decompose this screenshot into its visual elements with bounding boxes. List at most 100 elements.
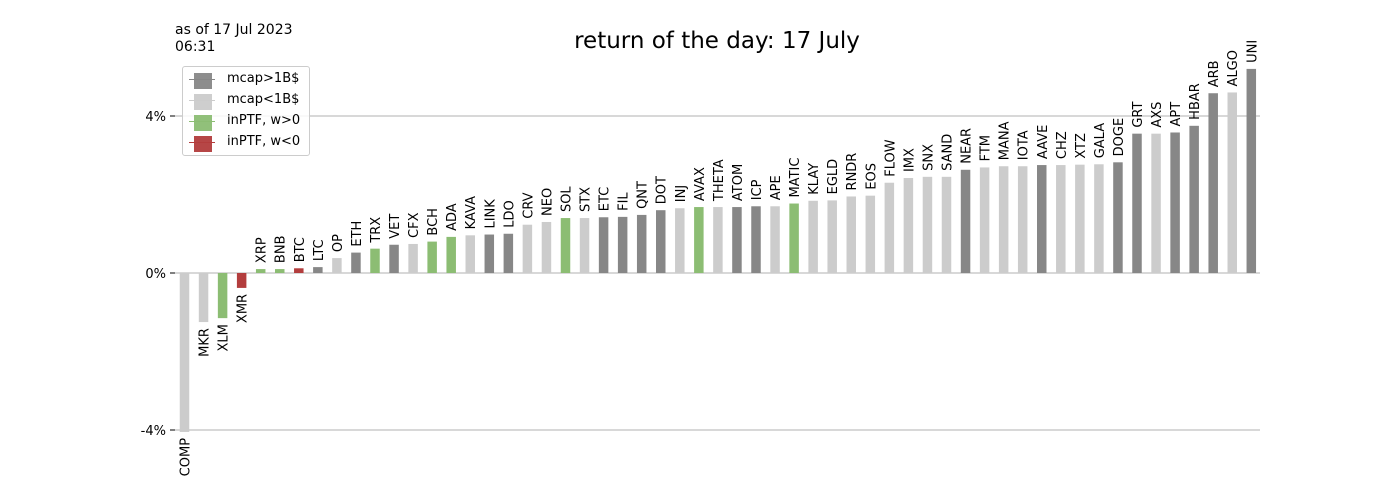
bar-label: DOT bbox=[655, 176, 670, 204]
bar-label: VET bbox=[388, 214, 403, 239]
bar-label: NEAR bbox=[960, 128, 975, 164]
bar-mana bbox=[998, 166, 1009, 273]
bar-label: GALA bbox=[1093, 123, 1108, 159]
bar-label: APE bbox=[769, 175, 784, 200]
bar-label: INJ bbox=[674, 185, 689, 202]
bar-label: LTC bbox=[312, 239, 327, 261]
bar-label: ICP bbox=[750, 179, 765, 200]
bar-sol bbox=[560, 218, 571, 273]
bar-label: XMR bbox=[236, 294, 251, 323]
bar-eos bbox=[865, 195, 876, 273]
bar-label: SNX bbox=[921, 144, 936, 171]
legend-swatch bbox=[194, 115, 212, 131]
bar-label: ALGO bbox=[1226, 50, 1241, 86]
bar-ltc bbox=[313, 267, 323, 273]
bar-label: MATIC bbox=[788, 158, 803, 198]
bar-vet bbox=[389, 244, 399, 273]
bar-kava bbox=[465, 235, 475, 273]
bar-avax bbox=[694, 207, 704, 273]
bar-label: SAND bbox=[941, 134, 956, 171]
bar-label: STX bbox=[579, 187, 594, 212]
bar-icp bbox=[751, 206, 761, 273]
bar-label: COMP bbox=[179, 438, 194, 477]
bar-near bbox=[960, 169, 971, 273]
bars-layer bbox=[179, 68, 1257, 432]
bar-label: XLM bbox=[217, 324, 232, 351]
bar-doge bbox=[1113, 162, 1123, 273]
bar-label: EOS bbox=[864, 163, 879, 190]
bar-eth bbox=[351, 252, 361, 273]
bar-label: ATOM bbox=[731, 164, 746, 201]
bar-aave bbox=[1037, 165, 1047, 273]
legend-label: inPTF, w<0 bbox=[227, 134, 301, 149]
bar-hbar bbox=[1189, 125, 1199, 273]
bar-label: BCH bbox=[426, 208, 441, 236]
bar-label: IOTA bbox=[1017, 130, 1032, 160]
bar-axs bbox=[1151, 133, 1161, 273]
y-axis: -4% 0% 4% bbox=[141, 110, 175, 439]
bar-label: FIL bbox=[617, 192, 632, 211]
bar-label: RNDR bbox=[845, 153, 860, 191]
bar-matic bbox=[789, 203, 799, 273]
bar-op bbox=[332, 258, 342, 273]
bar-label: TRX bbox=[369, 217, 384, 244]
bar-label: OP bbox=[331, 234, 346, 252]
y-tick-label: 4% bbox=[145, 110, 166, 125]
bar-label: AXS bbox=[1150, 102, 1165, 128]
bar-label: SOL bbox=[560, 186, 575, 212]
bar-label: HBAR bbox=[1188, 83, 1203, 120]
bar-snx bbox=[922, 176, 933, 273]
bar-label: KLAY bbox=[807, 163, 822, 195]
bar-btc bbox=[294, 268, 304, 273]
as-of-timestamp: as of 17 Jul 2023 06:31 bbox=[175, 22, 293, 55]
bar-klay bbox=[808, 200, 818, 273]
bar-xmr bbox=[236, 273, 247, 288]
legend-swatch bbox=[194, 94, 212, 110]
bar-label: ETH bbox=[350, 221, 365, 247]
bar-ape bbox=[770, 206, 780, 273]
bar-bnb bbox=[275, 269, 285, 273]
bar-crv bbox=[522, 224, 533, 273]
legend: mcap>1B$ mcap<1B$ inPTF, w>0 inPTF, w<0 bbox=[182, 66, 310, 156]
bar-label: AAVE bbox=[1036, 125, 1051, 159]
bar-ada bbox=[446, 236, 456, 273]
bar-qnt bbox=[636, 214, 647, 273]
bar-dot bbox=[656, 210, 666, 273]
bar-label: CFX bbox=[407, 212, 422, 238]
bar-rndr bbox=[846, 196, 856, 273]
bar-label: NEO bbox=[540, 188, 555, 216]
bar-label: XTZ bbox=[1074, 133, 1089, 159]
bar-grt bbox=[1132, 133, 1142, 273]
bar-algo bbox=[1227, 92, 1237, 273]
y-tick-label: -4% bbox=[141, 424, 166, 439]
bar-neo bbox=[541, 221, 552, 273]
bar-arb bbox=[1208, 93, 1218, 273]
bar-label: UNI bbox=[1245, 40, 1260, 63]
bar-label: BTC bbox=[293, 237, 308, 262]
bar-label: QNT bbox=[636, 181, 651, 209]
bar-gala bbox=[1094, 164, 1104, 273]
legend-label: mcap<1B$ bbox=[227, 92, 300, 107]
legend-swatch bbox=[194, 136, 212, 152]
bar-link bbox=[484, 234, 495, 273]
bar-iota bbox=[1017, 166, 1028, 273]
legend-label: inPTF, w>0 bbox=[227, 113, 301, 128]
legend-swatch bbox=[194, 73, 212, 89]
bar-label: KAVA bbox=[464, 196, 479, 229]
bar-uni bbox=[1246, 68, 1257, 274]
bar-label: CRV bbox=[521, 192, 536, 218]
bar-label: XRP bbox=[255, 237, 270, 263]
bar-xrp bbox=[255, 269, 266, 273]
bar-label: DOGE bbox=[1112, 118, 1127, 157]
bar-label: FTM bbox=[979, 135, 994, 161]
bar-label: CHZ bbox=[1055, 131, 1070, 159]
bar-apt bbox=[1170, 132, 1180, 273]
bar-label: AVAX bbox=[693, 167, 708, 201]
bar-label: ADA bbox=[445, 203, 460, 231]
bar-stx bbox=[579, 218, 590, 273]
bar-label: THETA bbox=[712, 159, 727, 202]
bar-label: ETC bbox=[598, 187, 613, 211]
bar-inj bbox=[675, 208, 685, 273]
bar-label: EGLD bbox=[826, 159, 841, 195]
